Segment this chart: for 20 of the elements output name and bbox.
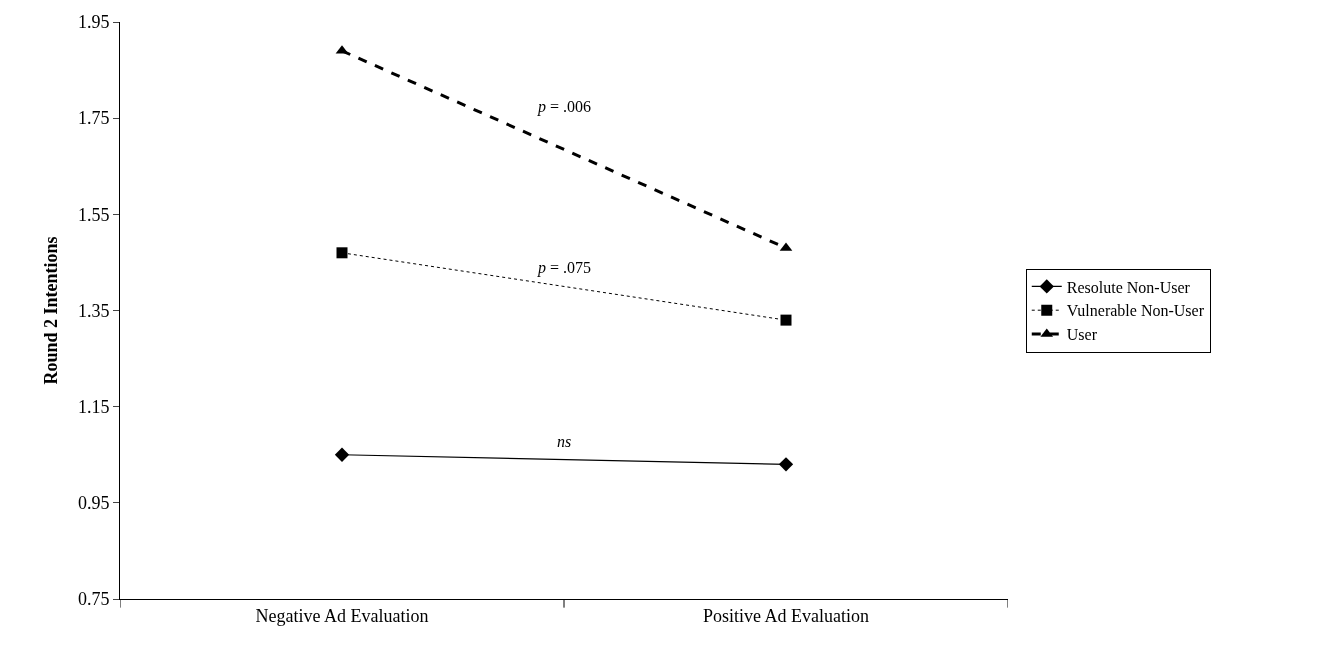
legend-label: Resolute Non-User bbox=[1066, 278, 1191, 296]
x-tick-label: Positive Ad Evaluation bbox=[703, 605, 869, 626]
point bbox=[336, 247, 348, 259]
y-tick-label: 1.95 bbox=[77, 12, 110, 33]
annotation: p = .075 bbox=[537, 259, 592, 277]
annotation: p = .006 bbox=[537, 98, 592, 116]
legend-label: User bbox=[1066, 326, 1098, 344]
point bbox=[778, 457, 794, 472]
legend-label: Vulnerable Non-User bbox=[1066, 302, 1205, 320]
y-tick-label: 0.95 bbox=[77, 493, 110, 514]
y-axis-title: Round 2 Intentions bbox=[41, 236, 62, 385]
annotation: ns bbox=[557, 433, 572, 450]
y-tick-label: 1.75 bbox=[77, 108, 110, 129]
point bbox=[334, 447, 350, 462]
y-tick-label: 1.55 bbox=[77, 204, 110, 225]
x-tick-label: Negative Ad Evaluation bbox=[255, 605, 429, 626]
y-tick-label: 1.15 bbox=[77, 396, 110, 417]
y-tick-label: 1.35 bbox=[77, 300, 110, 321]
point bbox=[780, 314, 792, 326]
y-tick-label: 0.75 bbox=[77, 589, 110, 610]
